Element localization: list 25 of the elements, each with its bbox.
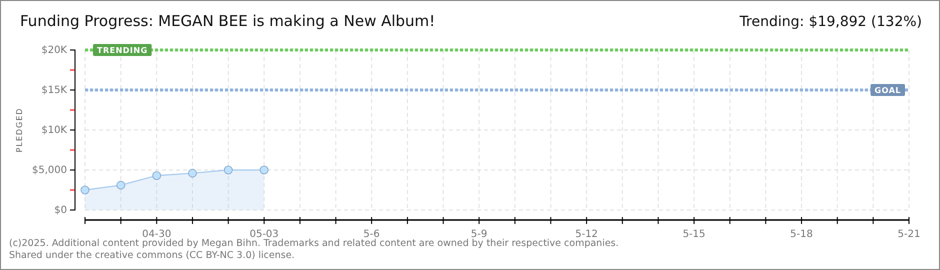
text: Shared under the creative commons (CC BY-NC 3.0) license.: [9, 250, 295, 261]
y-tick-label: $0: [54, 205, 67, 216]
x-tick-label: 5-12: [575, 229, 598, 240]
y-tick-label: $5,000: [32, 165, 67, 176]
x-tick-label: 05-03: [250, 229, 279, 240]
y-axis-title: PLEDGED: [15, 108, 24, 152]
text: (c)2025. Additional content provided by Megan Bihn. Trademarks and related content are owned by their respective companies.: [9, 238, 619, 249]
x-tick-label: 5-15: [682, 229, 706, 240]
ref-line-label: GOAL: [874, 86, 901, 95]
point: [116, 180, 126, 190]
x-tick-label: 5-18: [790, 229, 813, 240]
point: [224, 166, 233, 174]
point: [260, 166, 269, 174]
chart-title: Funding Progress: MEGAN BEE is making a New Album!: [20, 12, 436, 30]
y-tick-label: $15K: [41, 85, 68, 96]
y-tick-label: $10K: [41, 125, 68, 136]
point: [152, 171, 162, 180]
x-tick-label: 5-21: [898, 229, 920, 240]
point: [80, 186, 90, 194]
point: [188, 168, 197, 178]
x-tick-label: 5-6: [363, 229, 380, 240]
x-tick-label: 5-9: [470, 229, 488, 240]
y-tick-label: $20K: [41, 45, 68, 56]
chart-subtitle: Trending: $19,892 (132%): [738, 14, 922, 30]
ref-line-label: TRENDING: [97, 46, 148, 55]
